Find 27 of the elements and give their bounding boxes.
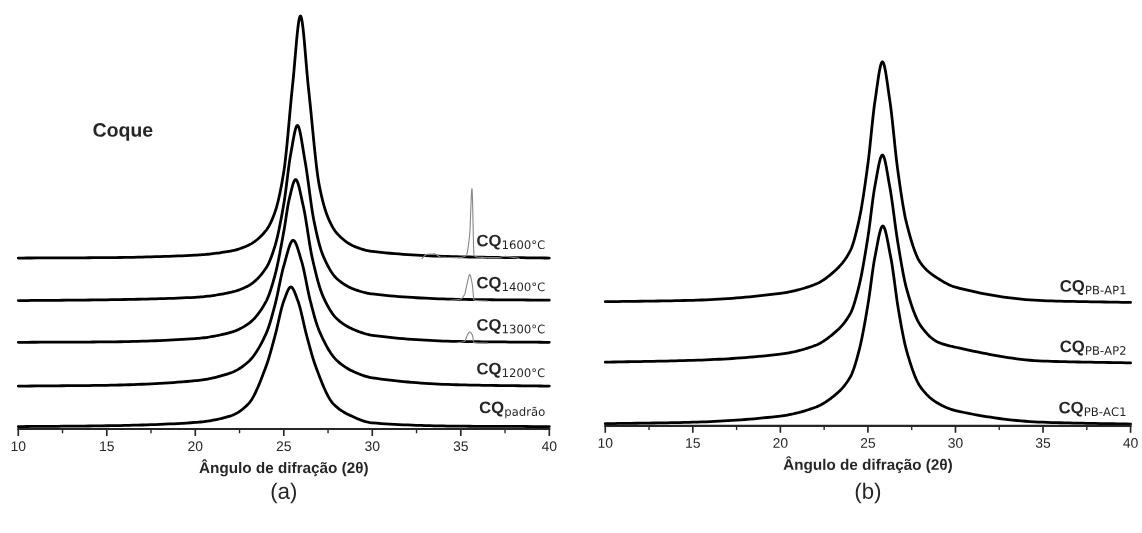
x-tick-label: 40: [541, 441, 557, 452]
x-tick-label: 35: [453, 441, 468, 452]
x-tick-label: 10: [598, 438, 613, 448]
text: (a): [271, 482, 296, 504]
x-tick-label: 40: [1123, 438, 1138, 448]
x-tick-label: 30: [948, 438, 963, 448]
x-tick-label: 20: [773, 438, 788, 448]
x-tick-label: 20: [188, 441, 203, 452]
series-label: CQ$_{PB-AP1}$: [1060, 280, 1126, 295]
text: (b): [855, 482, 881, 504]
x-axis-title: Ângulo de difração (2θ): [783, 456, 952, 474]
series-label: CQ$_{1300°C}$: [477, 318, 545, 334]
series-label: CQ$_{PB-AP2}$: [1060, 340, 1126, 356]
x-tick-label: 15: [100, 441, 114, 452]
series-label: CQ$_{1600°C}$: [477, 234, 545, 250]
series-label: CQ$_{padrão}$: [479, 401, 545, 419]
x-tick-label: 25: [860, 438, 876, 448]
series-label: CQ$_{PB-AC1}$: [1059, 401, 1126, 417]
x-tick-label: 10: [11, 441, 26, 452]
annotation: Coque: [93, 123, 153, 141]
x-tick-label: 35: [1035, 438, 1051, 448]
x-tick-label: 25: [276, 441, 291, 452]
series-label: CQ$_{1400°C}$: [477, 276, 545, 292]
x-tick-label: 30: [365, 441, 380, 452]
x-tick-label: 15: [686, 438, 700, 448]
series-label: CQ$_{1200°C}$: [477, 362, 545, 378]
x-axis-title: Ângulo de difração (2θ): [199, 459, 368, 477]
